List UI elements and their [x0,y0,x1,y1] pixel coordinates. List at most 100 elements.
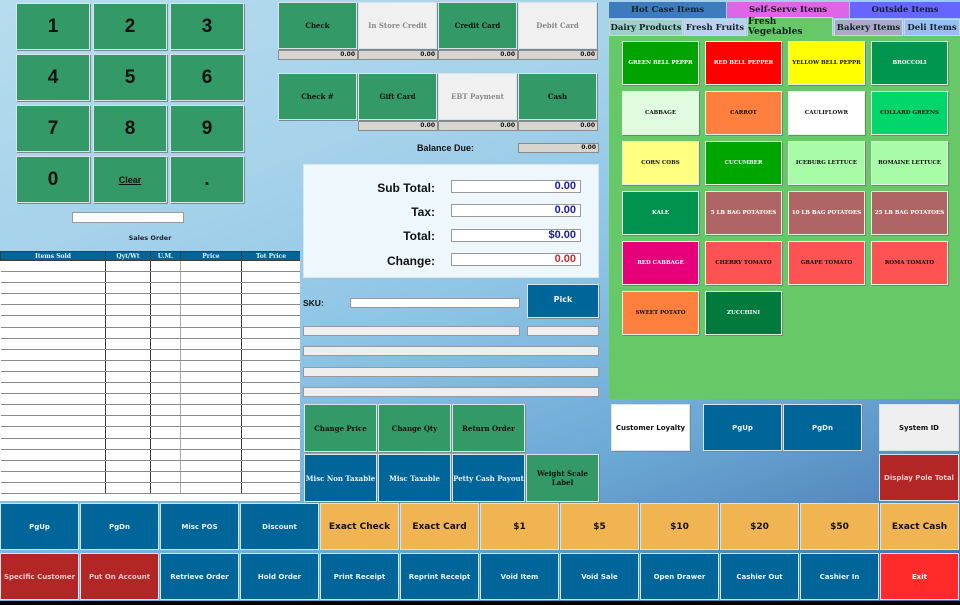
table-row[interactable] [0,438,300,450]
product-red-bell-pepper[interactable]: RED BELL PEPPER [705,41,782,85]
product-broccoli[interactable]: BROCCOLI [871,41,948,85]
tab-deli-items[interactable]: Deli Items [904,19,960,36]
keypad-display-input[interactable] [72,212,184,223]
bottom-pgup-button[interactable]: PgUp [0,503,79,550]
clear-key[interactable]: Clear [93,156,167,203]
bottom-cashier-in-button[interactable]: Cashier In [800,553,879,600]
tab-dairy-products[interactable]: Dairy Products [609,19,683,36]
misc-taxable-button[interactable]: Misc Taxable [378,454,451,502]
product-cherry-tomato[interactable]: CHERRY TOMATO [705,241,782,285]
product-5-lb-bag-potatoes[interactable]: 5 LB BAG POTATOES [705,191,782,235]
table-row[interactable] [0,360,300,372]
bottom--50-button[interactable]: $50 [800,503,879,550]
product-red-cabbage[interactable]: RED CABBAGE [622,241,699,285]
table-row[interactable] [0,471,300,483]
product-pgdn-button[interactable]: PgDn [783,404,862,451]
pick-button[interactable]: Pick [527,284,599,318]
table-row[interactable] [0,293,300,306]
bottom-pgdn-button[interactable]: PgDn [80,503,159,550]
bottom-cashier-out-button[interactable]: Cashier Out [720,553,799,600]
digit-key-7[interactable]: 7 [16,105,90,152]
payment-in-store-credit-button[interactable]: In Store Credit [358,2,437,49]
misc-non-taxable-button[interactable]: Misc Non Taxable [304,454,377,502]
payment-ebt-payment-button[interactable]: EBT Payment [438,73,517,120]
table-row[interactable] [0,304,300,317]
bottom-put-on-account-button[interactable]: Put On Account [80,553,159,600]
product-cabbage[interactable]: CABBAGE [622,91,699,135]
table-row[interactable] [0,338,300,350]
digit-key-0[interactable]: 0 [16,156,90,203]
table-row[interactable] [0,315,300,328]
digit-key-6[interactable]: 6 [170,54,244,101]
product-yellow-bell-peppr[interactable]: YELLOW BELL PEPPR [788,41,865,85]
payment-gift-card-button[interactable]: Gift Card [358,73,437,120]
table-row[interactable] [0,426,300,439]
bottom-print-receipt-button[interactable]: Print Receipt [320,553,399,600]
product-collard-greens[interactable]: COLLARD GREENS [871,91,948,135]
system-id-button[interactable]: System ID [879,404,959,451]
bottom--10-button[interactable]: $10 [640,503,719,550]
digit-key-1[interactable]: 1 [16,3,90,50]
product-grape-tomato[interactable]: GRAPE TOMATO [788,241,865,285]
tab-outside-items[interactable]: Outside Items [850,2,960,18]
bottom-retrieve-order-button[interactable]: Retrieve Order [160,553,239,600]
petty-cash-payout-button[interactable]: Petty Cash Payout [452,454,525,502]
product-green-bell-peppr[interactable]: GREEN BELL PEPPR [622,41,699,85]
table-row[interactable] [0,282,300,295]
bottom-misc-pos-button[interactable]: Misc POS [160,503,239,550]
digit-key-5[interactable]: 5 [93,54,167,101]
column-header[interactable]: Qyt/Wt [105,251,151,261]
table-row[interactable] [0,482,300,494]
table-row[interactable] [0,260,300,273]
table-row[interactable] [0,371,300,384]
product-kale[interactable]: KALE [622,191,699,235]
payment-debit-card-button[interactable]: Debit Card [518,2,597,49]
product-10-lb-bag-potatoes[interactable]: 10 LB BAG POTATOES [788,191,865,235]
bottom-exact-cash-button[interactable]: Exact Cash [880,503,959,550]
product-sweet-potato[interactable]: SWEET POTATO [622,291,699,335]
tab-self-serve-items[interactable]: Self-Serve Items [727,2,849,18]
sku-input[interactable] [350,298,520,308]
payment-cash-button[interactable]: Cash [518,73,597,120]
digit-key-4[interactable]: 4 [16,54,90,101]
product-zucchini[interactable]: ZUCCHINI [705,291,782,335]
product-cucumber[interactable]: CUCUMBER [705,141,782,185]
product-pgup-button[interactable]: PgUp [703,404,782,451]
digit-key-2[interactable]: 2 [93,3,167,50]
tab-fresh-fruits[interactable]: Fresh Fruits [684,19,746,36]
return-order-button[interactable]: Return Order [452,404,525,452]
customer-loyalty-button[interactable]: Customer Loyalty [611,404,690,451]
tab-bakery-items[interactable]: Bakery Items [834,19,903,36]
change-qty-button[interactable]: Change Qty [378,404,451,452]
product-corn-cobs[interactable]: CORN COBS [622,141,699,185]
bottom-open-drawer-button[interactable]: Open Drawer [640,553,719,600]
bottom-exact-card-button[interactable]: Exact Card [400,503,479,550]
column-header[interactable]: Tot Price [241,251,300,261]
bottom--1-button[interactable]: $1 [480,503,559,550]
bottom--20-button[interactable]: $20 [720,503,799,550]
table-row[interactable] [0,271,300,284]
bottom-exact-check-button[interactable]: Exact Check [320,503,399,550]
table-row[interactable] [0,460,300,472]
product-carrot[interactable]: CARROT [705,91,782,135]
product-cauliflowr[interactable]: CAULIFLOWR [788,91,865,135]
table-row[interactable] [0,349,300,361]
digit-key-3[interactable]: 3 [170,3,244,50]
decimal-key[interactable]: . [170,156,244,203]
bottom-void-item-button[interactable]: Void Item [480,553,559,600]
column-header[interactable]: Price [180,251,242,261]
tab-fresh-vegetables[interactable]: Fresh Vegetables [747,17,833,37]
bottom-hold-order-button[interactable]: Hold Order [240,553,319,600]
table-row[interactable] [0,449,300,461]
table-row[interactable] [0,393,300,406]
weight-scale-label-button[interactable]: Weight Scale Label [526,454,599,502]
change-price-button[interactable]: Change Price [304,404,377,452]
digit-key-8[interactable]: 8 [93,105,167,152]
product-roma-tomato[interactable]: ROMA TOMATO [871,241,948,285]
tab-hot-case-items[interactable]: Hot Case Items [609,2,726,18]
table-row[interactable] [0,327,300,339]
payment-check-button[interactable]: Check [278,2,357,49]
bottom-exit-button[interactable]: Exit [880,553,959,600]
product-25-lb-bag-potatoes[interactable]: 25 LB BAG POTATOES [871,191,948,235]
table-row[interactable] [0,415,300,428]
